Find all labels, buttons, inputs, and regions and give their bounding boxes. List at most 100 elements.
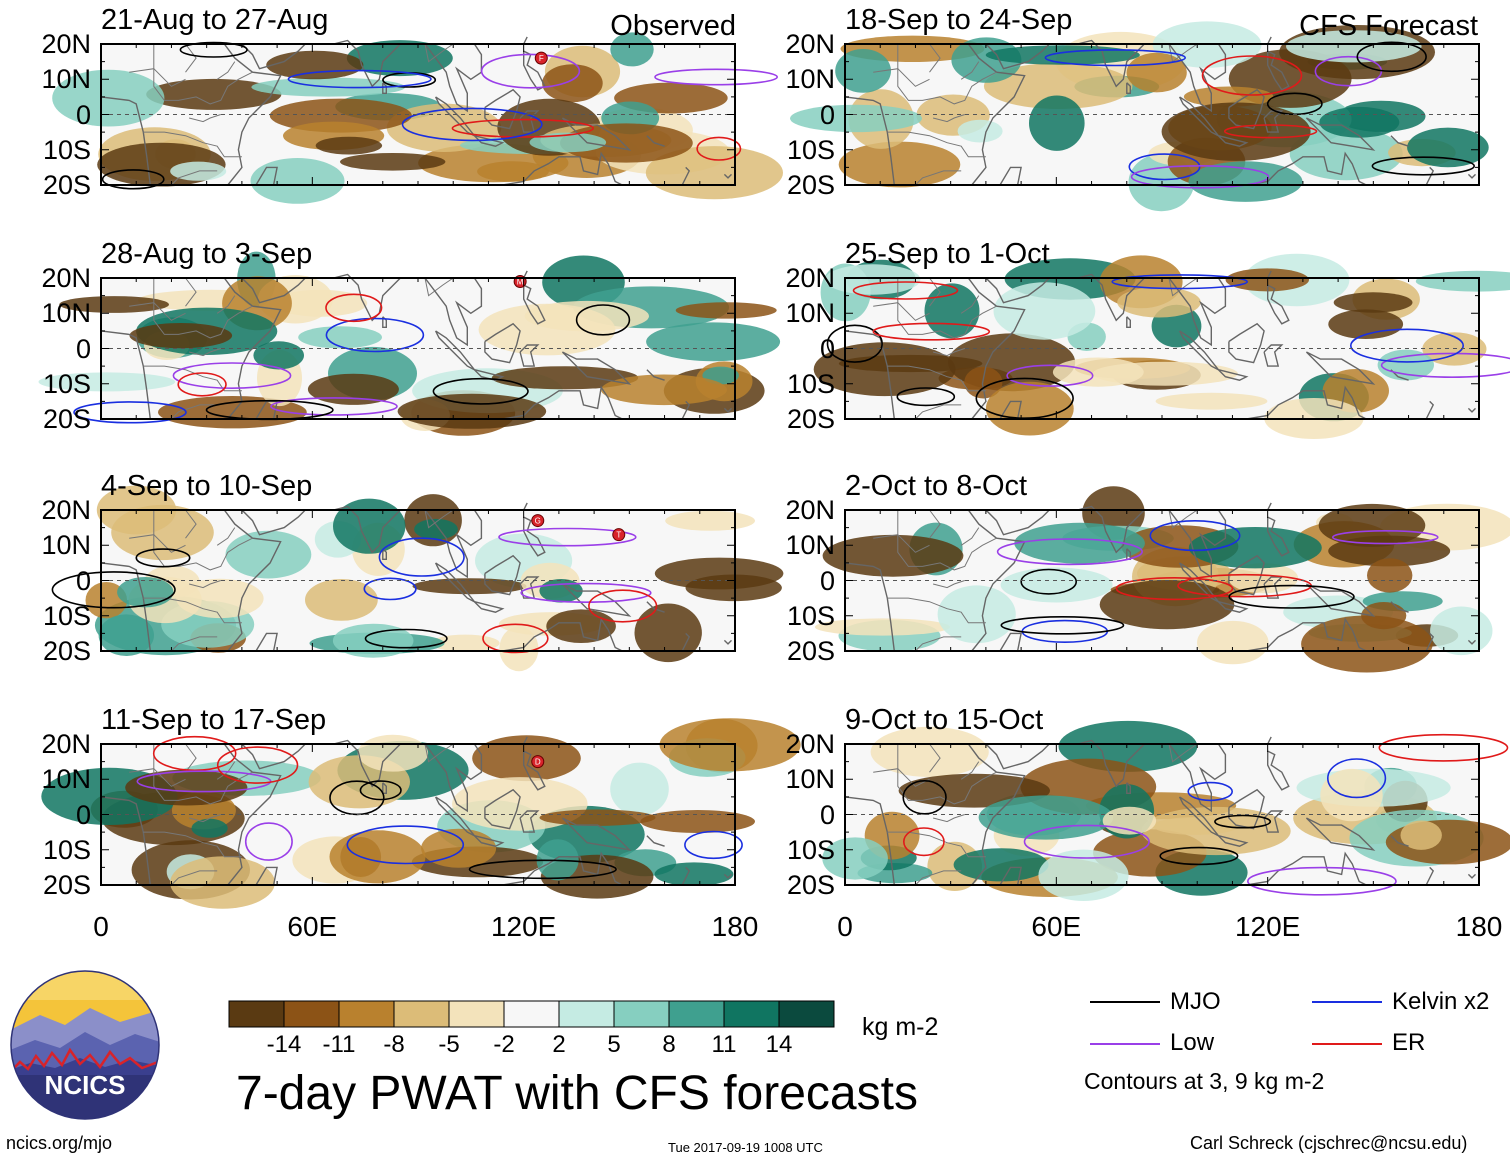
y-tick-label: 10N xyxy=(785,530,835,561)
y-tick-label: 10S xyxy=(42,368,91,399)
y-tick-label: 20S xyxy=(42,870,91,900)
y-tick-label: 10S xyxy=(786,368,835,399)
y-tick-label: 10S xyxy=(42,134,91,165)
map-panel-left-4: D xyxy=(41,718,801,909)
map-panel-right-3 xyxy=(814,486,1510,673)
y-tick-label: 20N xyxy=(785,729,835,759)
colorbar-level-label: 8 xyxy=(662,1031,676,1058)
y-tick-label: 0 xyxy=(75,99,91,130)
storm-marker: G xyxy=(531,514,545,528)
panel-title: 11-Sep to 17-Sep xyxy=(101,704,327,736)
colorbar-segment xyxy=(338,1000,395,1028)
y-tick-label: 10N xyxy=(41,530,91,561)
y-tick-label: 0 xyxy=(75,565,91,596)
storm-marker: D xyxy=(531,755,545,769)
y-tick-label: 0 xyxy=(75,799,91,830)
forecast-label: CFS Forecast xyxy=(1299,10,1478,42)
y-tick-label: 20N xyxy=(41,29,91,59)
x-tick-label: 0 xyxy=(93,911,109,942)
storm-marker: F xyxy=(534,51,548,65)
ncics-logo: NCICS xyxy=(10,970,160,1120)
legend-line-er xyxy=(1312,1043,1382,1045)
y-tick-label: 0 xyxy=(819,99,835,130)
footer-url[interactable]: ncics.org/mjo xyxy=(6,1133,113,1153)
svg-text:F: F xyxy=(539,54,544,63)
y-tick-label: 10N xyxy=(41,764,91,795)
colorbar-level-label: -2 xyxy=(493,1031,515,1058)
y-tick-label: 20S xyxy=(786,870,835,900)
footer-author: Carl Schreck (cjschrec@ncsu.edu) xyxy=(1190,1133,1468,1153)
panel-title: 21-Aug to 27-Aug xyxy=(101,4,329,36)
x-tick-label: 180 xyxy=(711,911,759,942)
colorbar-segment xyxy=(448,1000,505,1028)
legend-line-mjo xyxy=(1090,1001,1160,1003)
y-tick-label: 10N xyxy=(785,64,835,95)
colorbar-level-label: 14 xyxy=(765,1031,793,1058)
colorbar-units: kg m-2 xyxy=(862,1013,939,1041)
y-tick-label: 20N xyxy=(785,29,835,59)
colorbar-level-label: -14 xyxy=(266,1031,302,1058)
x-tick-label: 0 xyxy=(837,911,853,942)
panel-title: 28-Aug to 3-Sep xyxy=(101,238,313,270)
y-tick-label: 10N xyxy=(41,64,91,95)
figure-title: 7-day PWAT with CFS forecasts xyxy=(236,1067,918,1120)
y-tick-label: 10S xyxy=(786,600,835,631)
colorbar-segment xyxy=(228,1000,285,1028)
map-panel-left-3: GT xyxy=(51,485,784,672)
panel-title: 2-Oct to 8-Oct xyxy=(845,470,1028,502)
y-tick-label: 20S xyxy=(786,404,835,434)
y-tick-label: 20S xyxy=(42,170,91,200)
svg-text:G: G xyxy=(535,517,541,526)
map-panel-right-2 xyxy=(813,253,1510,439)
panel-title: 25-Sep to 1-Oct xyxy=(845,238,1050,270)
storm-marker: T xyxy=(612,528,626,542)
colorbar-segment xyxy=(503,1000,560,1028)
y-tick-label: 10S xyxy=(42,600,91,631)
y-tick-label: 20S xyxy=(42,636,91,666)
logo-text: NCICS xyxy=(45,1070,126,1100)
contour-note: Contours at 3, 9 kg m-2 xyxy=(1084,1068,1325,1094)
colorbar-level-label: -8 xyxy=(383,1031,405,1058)
svg-text:T: T xyxy=(616,531,621,540)
colorbar-level-label: 5 xyxy=(607,1031,621,1058)
y-tick-label: 10S xyxy=(786,834,835,865)
colorbar-segment xyxy=(393,1000,450,1028)
colorbar-level-label: -5 xyxy=(438,1031,460,1058)
y-tick-label: 10S xyxy=(786,134,835,165)
y-tick-label: 0 xyxy=(819,333,835,364)
y-tick-label: 20S xyxy=(42,404,91,434)
y-tick-label: 10S xyxy=(42,834,91,865)
panel-title: 18-Sep to 24-Sep xyxy=(845,4,1073,36)
y-tick-label: 20S xyxy=(786,170,835,200)
footer-timestamp: Tue 2017-09-19 1008 UTC xyxy=(668,1140,823,1155)
colorbar-segment xyxy=(558,1000,615,1028)
colorbar-segment xyxy=(778,1000,835,1028)
legend-line-kelvin xyxy=(1312,1001,1382,1003)
legend-label-low: Low xyxy=(1170,1029,1215,1056)
x-tick-label: 60E xyxy=(1031,911,1082,942)
y-tick-label: 0 xyxy=(819,799,835,830)
legend-label-er: ER xyxy=(1392,1029,1426,1056)
svg-text:M: M xyxy=(517,278,524,287)
x-tick-label: 60E xyxy=(287,911,338,942)
panel-title: 9-Oct to 15-Oct xyxy=(845,704,1044,736)
y-tick-label: 0 xyxy=(819,565,835,596)
svg-text:D: D xyxy=(535,758,541,767)
colorbar-segment xyxy=(723,1000,780,1028)
y-tick-label: 10N xyxy=(41,298,91,329)
x-tick-label: 120E xyxy=(1234,911,1301,942)
map-panel-left-1: F xyxy=(52,32,784,204)
y-tick-label: 20N xyxy=(41,263,91,293)
y-tick-label: 20N xyxy=(41,495,91,525)
colorbar-segment xyxy=(613,1000,670,1028)
y-tick-label: 20S xyxy=(786,636,835,666)
legend-label-mjo: MJO xyxy=(1170,988,1221,1015)
colorbar-level-label: 11 xyxy=(711,1031,737,1058)
legend-label-kelvin: Kelvin x2 xyxy=(1392,988,1490,1015)
y-tick-label: 20N xyxy=(785,263,835,293)
observed-label: Observed xyxy=(610,10,736,42)
colorbar-segment xyxy=(283,1000,340,1028)
panel-title: 4-Sep to 10-Sep xyxy=(101,470,313,502)
y-tick-label: 20N xyxy=(785,495,835,525)
colorbar-segment xyxy=(668,1000,725,1028)
